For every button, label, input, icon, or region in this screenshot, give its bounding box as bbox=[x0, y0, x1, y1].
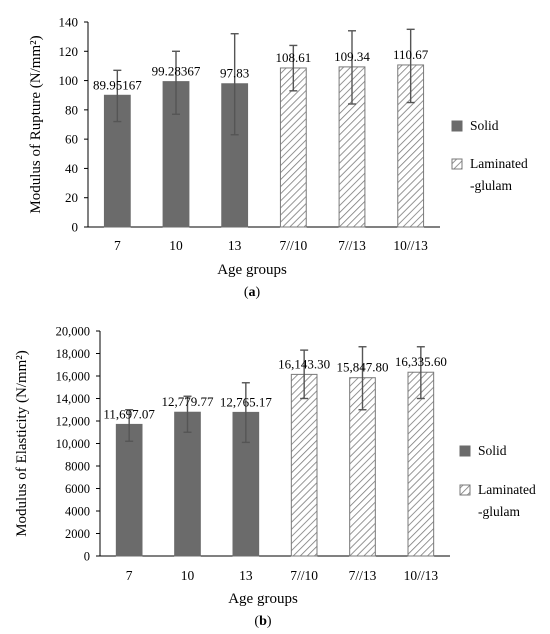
data-label: 16,143.30 bbox=[278, 356, 330, 371]
y-tick-label: 16,000 bbox=[56, 370, 90, 384]
panel-label: (a) bbox=[244, 285, 261, 300]
legend-label-solid: Solid bbox=[470, 118, 499, 133]
y-tick-label: 60 bbox=[65, 132, 78, 147]
data-label: 99.28367 bbox=[152, 64, 201, 79]
y-tick-label: 20 bbox=[65, 190, 78, 205]
y-tick-label: 120 bbox=[59, 44, 79, 59]
y-tick-label: 0 bbox=[72, 220, 79, 235]
bar-10--13 bbox=[407, 371, 435, 557]
legend-swatch-solid bbox=[459, 445, 471, 457]
x-tick-label: 10 bbox=[181, 568, 195, 583]
x-tick-label: 7//10 bbox=[290, 568, 318, 583]
y-tick-label: 10,000 bbox=[56, 437, 90, 451]
legend: Solid Laminated -glulam bbox=[451, 118, 528, 193]
y-tick-label: 18,000 bbox=[56, 347, 90, 361]
panel-label: (b) bbox=[254, 614, 271, 629]
y-tick-label: 40 bbox=[65, 161, 78, 176]
data-label: 15,847.80 bbox=[337, 360, 389, 375]
data-label: 89.95167 bbox=[93, 77, 142, 92]
x-tick-label: 13 bbox=[239, 568, 253, 583]
bar-7--10 bbox=[290, 373, 318, 557]
legend-label-hatched: Laminated bbox=[470, 156, 528, 171]
y-tick-label: 8000 bbox=[65, 460, 90, 474]
bar-10 bbox=[174, 411, 201, 557]
legend-swatch-hatched bbox=[451, 158, 463, 170]
data-label: 110.67 bbox=[393, 47, 429, 62]
legend-label-hatched: Laminated bbox=[478, 482, 536, 497]
legend-swatch-solid bbox=[451, 120, 463, 132]
chart-panel-b: 0 2000 4000 6000 8000 10,000 12,000 14,000 16,00… bbox=[14, 325, 536, 630]
bar-13 bbox=[221, 83, 249, 228]
bar-7 bbox=[115, 423, 143, 557]
x-axis-title: Age groups bbox=[217, 262, 287, 278]
x-tick-label: 7 bbox=[114, 238, 121, 253]
legend-label-hatched-line2: -glulam bbox=[470, 178, 512, 193]
y-tick-label: 12,000 bbox=[56, 415, 90, 429]
x-tick-label: 13 bbox=[228, 238, 242, 253]
y-tick-label: 14,000 bbox=[56, 392, 90, 406]
legend-label-solid: Solid bbox=[478, 443, 507, 458]
y-tick-label: 140 bbox=[59, 15, 79, 30]
bar-7--10 bbox=[279, 67, 307, 228]
data-label: 108.61 bbox=[275, 50, 311, 65]
y-tick-label: 4000 bbox=[65, 505, 90, 519]
x-tick-label: 10 bbox=[169, 238, 183, 253]
chart-panel-a: 0 20 40 60 80 100 120 140 89.95167 7 99.28367 10 97.… bbox=[28, 15, 528, 301]
data-label: 12,765.17 bbox=[220, 394, 273, 409]
x-axis-title: Age groups bbox=[228, 591, 298, 607]
x-tick-label: 7 bbox=[126, 568, 133, 583]
y-axis-title: Modulus of Elasticity (N/mm²) bbox=[14, 350, 30, 537]
data-label: 11,697.07 bbox=[103, 406, 155, 421]
y-tick-label: 0 bbox=[84, 550, 90, 564]
y-axis-title: Modulus of Rupture (N/mm²) bbox=[28, 35, 44, 213]
y-tick-label: 6000 bbox=[65, 482, 90, 496]
legend-label-hatched-line2: -glulam bbox=[478, 504, 520, 519]
x-tick-label: 7//13 bbox=[349, 568, 377, 583]
x-tick-label: 7//10 bbox=[279, 238, 307, 253]
data-label: 12,779.77 bbox=[162, 394, 215, 409]
data-label: 16,335.60 bbox=[395, 354, 447, 369]
y-tick-label: 2000 bbox=[65, 527, 90, 541]
x-tick-label: 10//13 bbox=[393, 238, 428, 253]
data-label: 109.34 bbox=[334, 49, 370, 64]
bar-10 bbox=[162, 81, 190, 228]
data-label: 97.83 bbox=[220, 66, 249, 81]
legend-swatch-hatched bbox=[459, 484, 471, 496]
y-tick-label: 80 bbox=[65, 102, 78, 117]
x-tick-label: 7//13 bbox=[338, 238, 366, 253]
y-tick-label: 20,000 bbox=[56, 325, 90, 339]
x-tick-label: 10//13 bbox=[404, 568, 439, 583]
y-tick-label: 100 bbox=[59, 73, 79, 88]
legend: Solid Laminated -glulam bbox=[459, 443, 536, 519]
